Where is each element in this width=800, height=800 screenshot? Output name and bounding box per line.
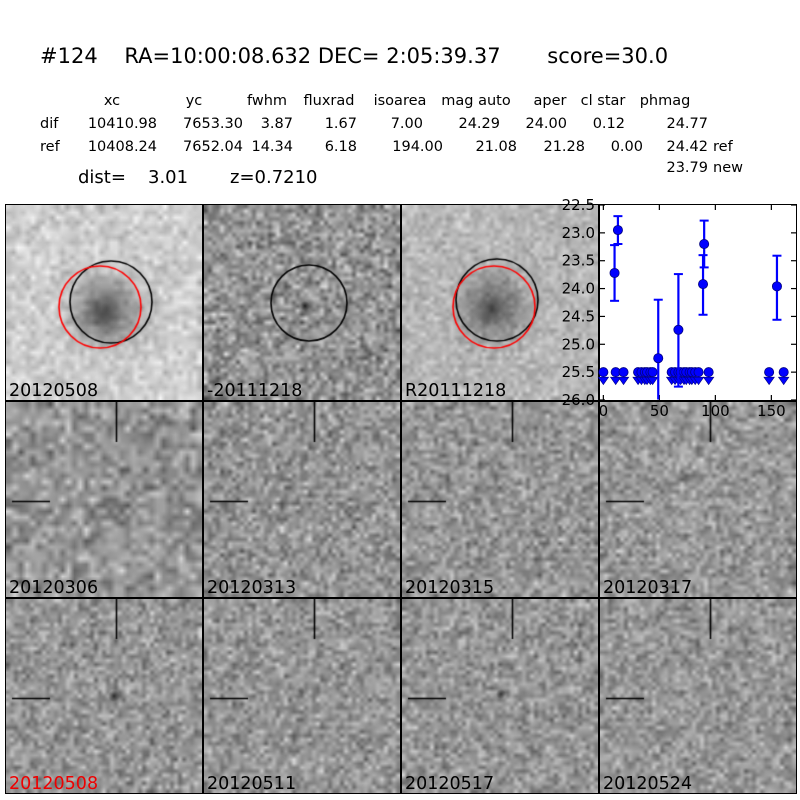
col-header-phmag: phmag [639,93,691,109]
dif-mag-auto: 24.29 [458,116,500,132]
dif-yc: 7653.30 [183,116,243,132]
ref-phmag: 24.42 [666,139,708,155]
cutout-panel-epoch: 20120315 [401,401,599,598]
cutout-date-label: 20120517 [405,773,495,794]
dif-aper: 24.00 [525,116,567,132]
cutout-image-epoch [6,402,202,597]
dif-fwhm: 3.87 [260,116,293,132]
cutout-panel-epoch: 20120508 [5,598,203,794]
ref-phmag-suffix: ref [713,139,733,155]
ref-isoarea: 194.00 [392,139,443,155]
cutout-panel-epoch: 20120511 [203,598,401,794]
col-header-fwhm: fwhm [246,93,288,109]
col-header-cl-star: cl star [580,93,626,109]
cutout-date-label: R20111218 [405,380,507,401]
dif-xc: 10410.98 [87,116,157,132]
dif-fluxrad: 1.67 [324,116,357,132]
dist-label: dist= [78,167,126,188]
col-header-mag-auto: mag auto [441,93,511,109]
cutout-image-epoch [402,402,598,597]
cutout-panel-new: 20120508 [5,204,203,401]
lightcurve-panel [599,204,797,401]
cutout-panel-epoch: 20120317 [599,401,797,598]
col-header-xc: xc [103,93,121,109]
cutout-panel-epoch: 20120524 [599,598,797,794]
cutout-panel-diff: -20111218 [203,204,401,401]
ref-cl-star: 0.00 [610,139,643,155]
col-header-yc: yc [185,93,203,109]
cutout-date-label: 20120508 [9,380,99,401]
cutout-image-epoch [600,402,796,597]
cutout-image-ref [402,205,598,400]
col-header-fluxrad: fluxrad [303,93,355,109]
dif-isoarea: 7.00 [390,116,423,132]
page-title: #124 RA=10:00:08.632 DEC= 2:05:39.37 sco… [40,44,669,68]
cutout-date-label: 20120508 [9,773,99,794]
ref-mag-auto: 21.08 [475,139,517,155]
ref-yc: 7652.04 [183,139,243,155]
redshift-value: z=0.7210 [230,167,318,188]
dist-value: 3.01 [148,167,189,188]
cutout-panel-ref: R20111218 [401,204,599,401]
cutout-date-label: 20120511 [207,773,297,794]
ref-aper: 21.28 [543,139,585,155]
row-label-ref: ref [40,139,60,155]
ref-fluxrad: 6.18 [324,139,357,155]
new-phmag: 23.79 [666,160,708,176]
col-header-isoarea: isoarea [373,93,427,109]
cutout-image-diff [204,205,400,400]
dif-cl-star: 0.12 [592,116,625,132]
cutout-panel-epoch: 20120517 [401,598,599,794]
cutout-date-label: 20120315 [405,577,495,598]
cutout-image-epoch [204,599,400,793]
cutout-image-epoch [402,599,598,793]
cutout-image-epoch [6,599,202,793]
new-phmag-suffix: new [713,160,743,176]
cutout-image-epoch [600,599,796,793]
cutout-image-new [6,205,202,400]
cutout-date-label: 20120306 [9,577,99,598]
cutout-date-label: 20120524 [603,773,693,794]
cutout-date-label: 20120313 [207,577,297,598]
cutout-panel-epoch: 20120306 [5,401,203,598]
row-label-dif: dif [40,116,59,132]
ref-xc: 10408.24 [87,139,157,155]
col-header-aper: aper [533,93,567,109]
ref-fwhm: 14.34 [251,139,293,155]
dif-phmag: 24.77 [666,116,708,132]
cutout-date-label: -20111218 [207,380,303,401]
cutout-panel-epoch: 20120313 [203,401,401,598]
cutout-date-label: 20120317 [603,577,693,598]
cutout-image-epoch [204,402,400,597]
